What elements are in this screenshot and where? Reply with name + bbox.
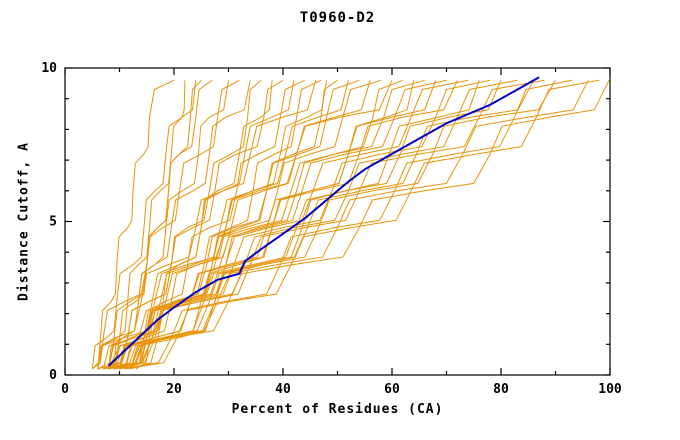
y-tick-label: 10 — [41, 61, 57, 76]
model-curve — [103, 79, 284, 370]
model-curve — [113, 79, 469, 370]
y-tick-label: 0 — [49, 368, 57, 383]
model-curve — [103, 79, 425, 370]
model-curve — [113, 80, 251, 369]
y-tick-label: 5 — [49, 215, 57, 230]
x-tick-label: 20 — [166, 382, 182, 397]
x-tick-label: 0 — [61, 382, 69, 397]
chart-title: T0960-D2 — [299, 10, 376, 26]
model-curve — [103, 79, 491, 370]
highlighted-model-curve — [107, 76, 540, 367]
x-tick-label: 60 — [384, 382, 400, 397]
model-curve — [102, 80, 349, 370]
model-curve — [108, 80, 371, 370]
model-curve — [119, 79, 360, 370]
model-curve — [108, 80, 295, 369]
model-curve — [91, 79, 240, 370]
model-curve — [91, 79, 175, 370]
model-curve — [113, 79, 404, 370]
x-axis-label: Percent of Residues (CA) — [231, 402, 444, 417]
model-curve — [97, 79, 213, 370]
model-curve — [124, 80, 535, 370]
model-curve — [91, 80, 197, 369]
model-curve — [97, 80, 186, 369]
model-curve — [119, 79, 572, 370]
model-curve — [97, 80, 393, 370]
model-curve — [108, 80, 589, 370]
model-curve — [97, 80, 317, 369]
x-tick-label: 100 — [598, 382, 622, 397]
x-tick-label: 40 — [275, 382, 291, 397]
x-tick-label: 80 — [493, 382, 509, 397]
model-curve — [124, 80, 458, 370]
model-curve — [124, 79, 306, 370]
model-curve — [108, 79, 447, 370]
model-curve — [113, 80, 610, 370]
model-curve — [97, 79, 262, 370]
model-curve — [113, 79, 545, 370]
model-curve — [124, 79, 382, 370]
model-curve — [130, 79, 338, 370]
model-curve — [124, 79, 600, 370]
